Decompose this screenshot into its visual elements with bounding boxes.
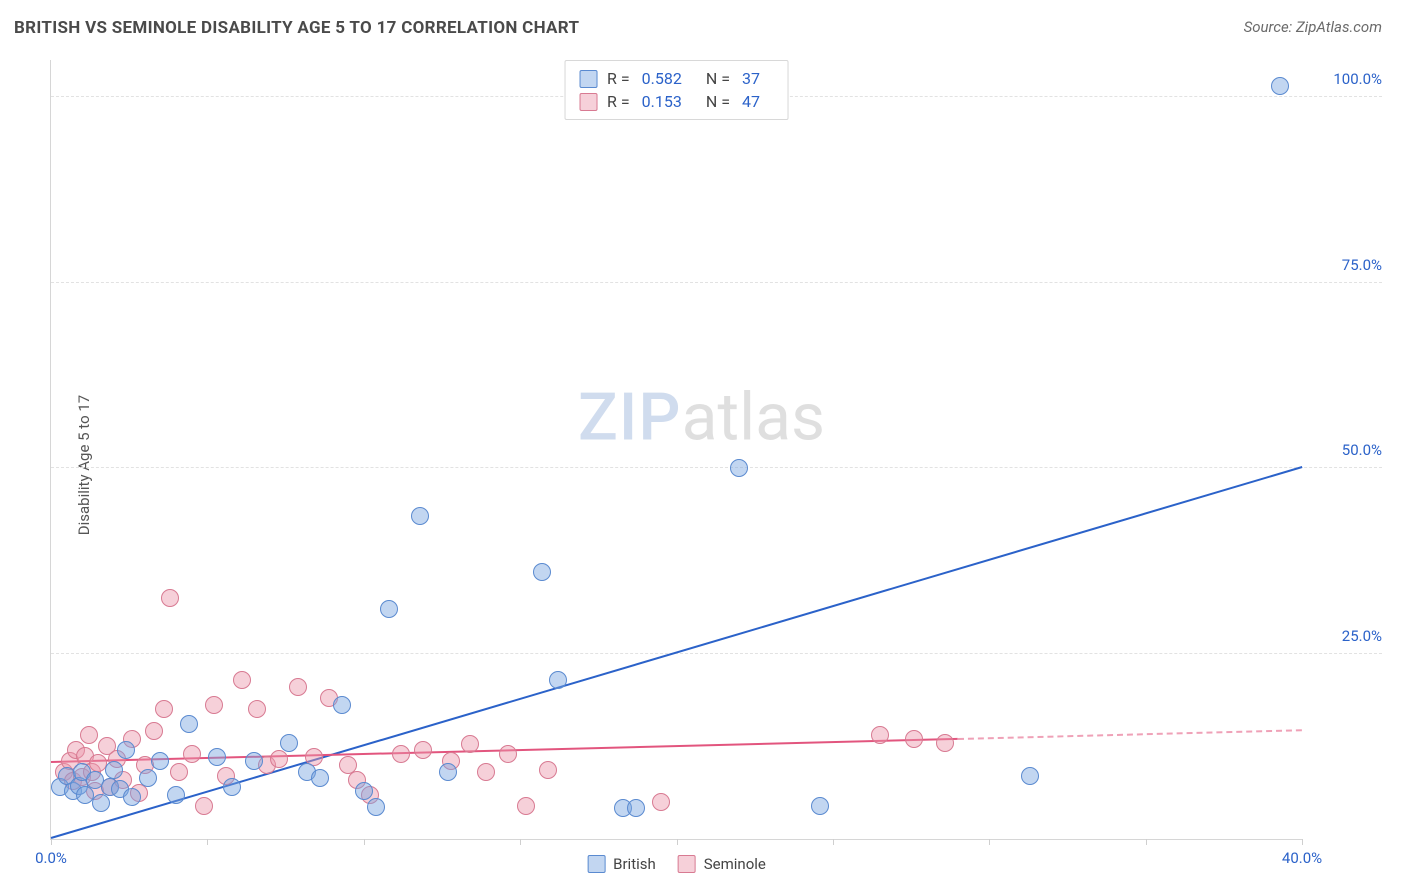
- x-tick: [1302, 839, 1303, 845]
- x-tick: [364, 839, 365, 845]
- british-marker: [139, 769, 157, 787]
- british-marker: [280, 734, 298, 752]
- series-legend: British Seminole: [587, 855, 766, 873]
- british-marker: [367, 798, 385, 816]
- watermark-part1: ZIP: [578, 380, 682, 457]
- source-label: Source: ZipAtlas.com: [1244, 18, 1382, 36]
- watermark: ZIPatlas: [578, 380, 825, 457]
- x-tick-label: 40.0%: [1282, 849, 1322, 867]
- seminole-marker: [270, 750, 288, 768]
- british-marker: [151, 752, 169, 770]
- seminole-marker: [155, 700, 173, 718]
- legend-label: Seminole: [704, 855, 766, 873]
- seminole-marker: [539, 761, 557, 779]
- british-marker: [117, 741, 135, 759]
- seminole-marker: [905, 730, 923, 748]
- seminole-marker: [145, 722, 163, 740]
- british-marker: [92, 794, 110, 812]
- seminole-marker: [80, 726, 98, 744]
- seminole-marker: [289, 678, 307, 696]
- british-marker: [730, 459, 748, 477]
- gridline: [51, 467, 1382, 468]
- seminole-marker: [233, 671, 251, 689]
- legend-label: British: [613, 855, 656, 873]
- british-marker: [380, 600, 398, 618]
- swatch-icon: [579, 93, 597, 111]
- british-marker: [533, 563, 551, 581]
- y-tick-label: 50.0%: [1312, 441, 1382, 459]
- swatch-icon: [678, 855, 696, 873]
- chart-container: Disability Age 5 to 17 ZIPatlas R = 0.58…: [14, 50, 1392, 880]
- seminole-marker: [248, 700, 266, 718]
- legend-r-value: 0.153: [642, 92, 682, 111]
- swatch-icon: [579, 70, 597, 88]
- x-tick: [833, 839, 834, 845]
- seminole-marker: [392, 745, 410, 763]
- legend-r-label: R =: [607, 92, 630, 111]
- seminole-marker: [936, 734, 954, 752]
- british-marker: [180, 715, 198, 733]
- british-marker: [439, 763, 457, 781]
- british-marker: [311, 769, 329, 787]
- legend-n-label: N =: [706, 92, 730, 111]
- x-tick-label: 0.0%: [35, 849, 67, 867]
- seminole-marker: [461, 735, 479, 753]
- seminole-marker: [195, 797, 213, 815]
- y-tick-label: 25.0%: [1312, 627, 1382, 645]
- british-marker: [355, 782, 373, 800]
- x-tick: [677, 839, 678, 845]
- legend-n-label: N =: [706, 69, 730, 88]
- british-marker: [208, 748, 226, 766]
- x-tick: [520, 839, 521, 845]
- gridline: [51, 282, 1382, 283]
- legend-row-british: R = 0.582 N = 37: [579, 67, 774, 90]
- seminole-marker: [517, 797, 535, 815]
- legend-r-label: R =: [607, 69, 630, 88]
- british-marker: [333, 696, 351, 714]
- legend-item-seminole: Seminole: [678, 855, 766, 873]
- seminole-marker: [499, 745, 517, 763]
- gridline: [51, 653, 1382, 654]
- seminole-marker: [652, 793, 670, 811]
- seminole-marker: [183, 745, 201, 763]
- seminole-marker: [170, 763, 188, 781]
- british-marker: [105, 761, 123, 779]
- british-marker: [1271, 77, 1289, 95]
- british-marker: [123, 788, 141, 806]
- x-tick: [989, 839, 990, 845]
- x-tick: [207, 839, 208, 845]
- correlation-legend: R = 0.582 N = 37 R = 0.153 N = 47: [564, 60, 789, 120]
- legend-item-british: British: [587, 855, 656, 873]
- x-tick: [1146, 839, 1147, 845]
- seminole-trend-dash: [958, 729, 1302, 740]
- legend-r-value: 0.582: [642, 69, 682, 88]
- british-marker: [411, 507, 429, 525]
- british-marker: [167, 786, 185, 804]
- legend-row-seminole: R = 0.153 N = 47: [579, 90, 774, 113]
- british-marker: [1021, 767, 1039, 785]
- y-tick-label: 100.0%: [1312, 70, 1382, 88]
- seminole-marker: [161, 589, 179, 607]
- legend-n-value: 47: [742, 92, 760, 111]
- british-marker: [223, 778, 241, 796]
- seminole-marker: [414, 741, 432, 759]
- british-marker: [627, 799, 645, 817]
- british-marker: [549, 671, 567, 689]
- seminole-marker: [871, 726, 889, 744]
- watermark-part2: atlas: [682, 380, 826, 457]
- seminole-marker: [205, 696, 223, 714]
- british-marker: [245, 752, 263, 770]
- chart-title: BRITISH VS SEMINOLE DISABILITY AGE 5 TO …: [14, 18, 579, 38]
- british-marker: [811, 797, 829, 815]
- x-tick: [51, 839, 52, 845]
- swatch-icon: [587, 855, 605, 873]
- legend-n-value: 37: [742, 69, 760, 88]
- y-tick-label: 75.0%: [1312, 256, 1382, 274]
- seminole-marker: [477, 763, 495, 781]
- plot-area: ZIPatlas R = 0.582 N = 37 R = 0.153 N = …: [50, 60, 1302, 840]
